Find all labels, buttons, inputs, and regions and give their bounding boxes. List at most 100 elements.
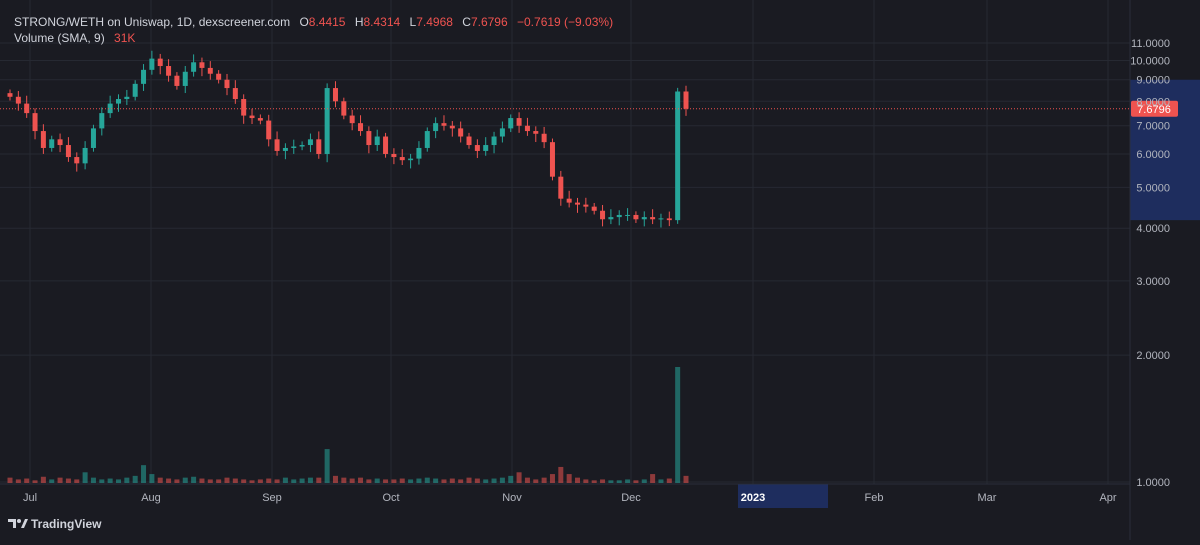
volume-bar [257, 479, 263, 483]
candle-body [291, 146, 297, 148]
volume-bar [274, 479, 280, 483]
volume-bar [508, 475, 514, 483]
volume-bar [82, 472, 88, 483]
volume-bar [358, 477, 364, 483]
candle-body [207, 67, 213, 74]
candle [558, 170, 564, 206]
candle [65, 137, 71, 162]
candle [124, 89, 130, 105]
volume-bar [666, 478, 672, 483]
volume-bar [332, 475, 338, 483]
candle [424, 127, 430, 152]
candle-body [166, 66, 172, 76]
candle-body [174, 75, 180, 86]
candle-body [24, 103, 30, 114]
volume-bar [182, 477, 188, 483]
volume-indicator-value: 31K [114, 31, 135, 45]
candle [549, 138, 555, 181]
candle-body [40, 131, 46, 148]
price-tick-label: 9.0000 [1136, 75, 1170, 87]
time-axis-labels: Jul Aug Sep Oct Nov Dec 2023 Feb Mar Apr [23, 492, 1117, 504]
candle [399, 149, 405, 165]
candle [533, 126, 539, 143]
candle-body [358, 123, 364, 132]
candle-body [424, 131, 430, 148]
last-price-tag [1131, 100, 1178, 117]
candle [650, 209, 656, 225]
candle [166, 59, 172, 82]
volume-bar [191, 476, 197, 483]
grid-lines [0, 0, 1130, 484]
candle-body [441, 123, 447, 126]
candle-body [341, 101, 347, 116]
time-tick-label: 2023 [741, 492, 765, 504]
candle-body [115, 99, 121, 104]
volume-bar [616, 480, 622, 483]
candle [57, 133, 63, 153]
volume-bar [491, 478, 497, 483]
volume-bar [291, 479, 297, 483]
candle [366, 126, 372, 154]
volume-bar [533, 479, 539, 483]
candle [249, 108, 255, 125]
candle [149, 50, 155, 75]
volume-bar [307, 477, 313, 483]
candle [583, 197, 589, 213]
candle [625, 208, 631, 221]
candle-body [65, 145, 71, 158]
candles [7, 50, 689, 228]
candle-body [408, 158, 414, 161]
price-tick-label: 3.0000 [1136, 276, 1170, 288]
volume-bar [115, 479, 121, 483]
volume-bar [282, 477, 288, 483]
candle [483, 137, 489, 156]
candle [7, 89, 13, 101]
candle [324, 83, 330, 163]
volume-bar [32, 480, 38, 483]
price-tick-label: 11.0000 [1131, 38, 1170, 50]
o-label: O [299, 15, 308, 29]
candle [316, 131, 322, 159]
volume-bar [349, 478, 355, 483]
volume-bar [124, 477, 130, 483]
candle [566, 190, 572, 208]
volume-bar [650, 474, 656, 483]
candle [441, 115, 447, 131]
candle-body [549, 142, 555, 177]
candle [132, 80, 138, 101]
candle [24, 95, 30, 118]
candle-body [650, 217, 656, 220]
l-label: L [410, 15, 417, 29]
candle-body [132, 83, 138, 97]
candle-body [383, 136, 389, 154]
volume-bar [483, 479, 489, 483]
volume-bar [65, 478, 71, 483]
candle-body [199, 62, 205, 68]
candle-body [399, 157, 405, 161]
volume-bar [207, 479, 213, 483]
time-tick-label: Sep [262, 492, 282, 504]
tradingview-logo-icon [8, 519, 28, 528]
volume-bar [625, 479, 631, 483]
time-axis-highlight [738, 484, 828, 508]
candle-body [191, 62, 197, 72]
price-tick-label: 10.0000 [1130, 55, 1170, 67]
candle-body [274, 139, 280, 151]
candle [600, 204, 606, 227]
candle-body [666, 218, 672, 221]
candle [658, 213, 664, 228]
candle-body [99, 113, 105, 129]
volume-bar [433, 478, 439, 483]
price-axis-labels: 11.0000 10.0000 9.0000 8.0000 7.0000 6.0000 5.… [1130, 38, 1170, 489]
candle [516, 112, 522, 133]
volume-bar [474, 478, 480, 483]
volume-bar [40, 476, 46, 483]
tradingview-logo[interactable]: TradingView [8, 517, 102, 531]
volume-bar [441, 479, 447, 483]
svg-text:Volume (SMA, 9) 31K: Volume (SMA, 9) 31K [14, 31, 135, 45]
volume-bar [633, 480, 639, 483]
candle-body [257, 118, 263, 121]
volume-bar [132, 475, 138, 483]
